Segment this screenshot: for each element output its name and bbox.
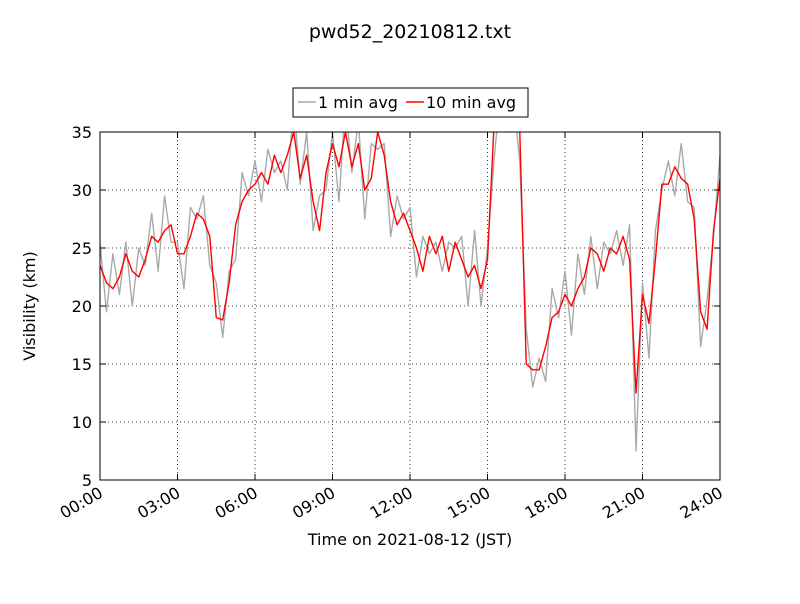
x-axis-label: Time on 2021-08-12 (JST) [307, 530, 512, 549]
y-tick-label: 30 [72, 181, 92, 200]
legend: 1 min avg 10 min avg [292, 87, 529, 118]
legend-label: 1 min avg [318, 93, 398, 112]
series-line [100, 132, 720, 452]
plot-lines [100, 132, 720, 452]
y-tick-label: 5 [82, 471, 92, 490]
y-tick-label: 35 [72, 123, 92, 142]
legend-label: 10 min avg [426, 93, 516, 112]
y-axis-label: Visibility (km) [20, 251, 39, 360]
chart-title: pwd52_20210812.txt [309, 21, 511, 43]
series-line [100, 132, 720, 394]
y-tick-label: 10 [72, 413, 92, 432]
y-tick-label: 15 [72, 355, 92, 374]
y-tick-label: 25 [72, 239, 92, 258]
y-tick-label: 20 [72, 297, 92, 316]
